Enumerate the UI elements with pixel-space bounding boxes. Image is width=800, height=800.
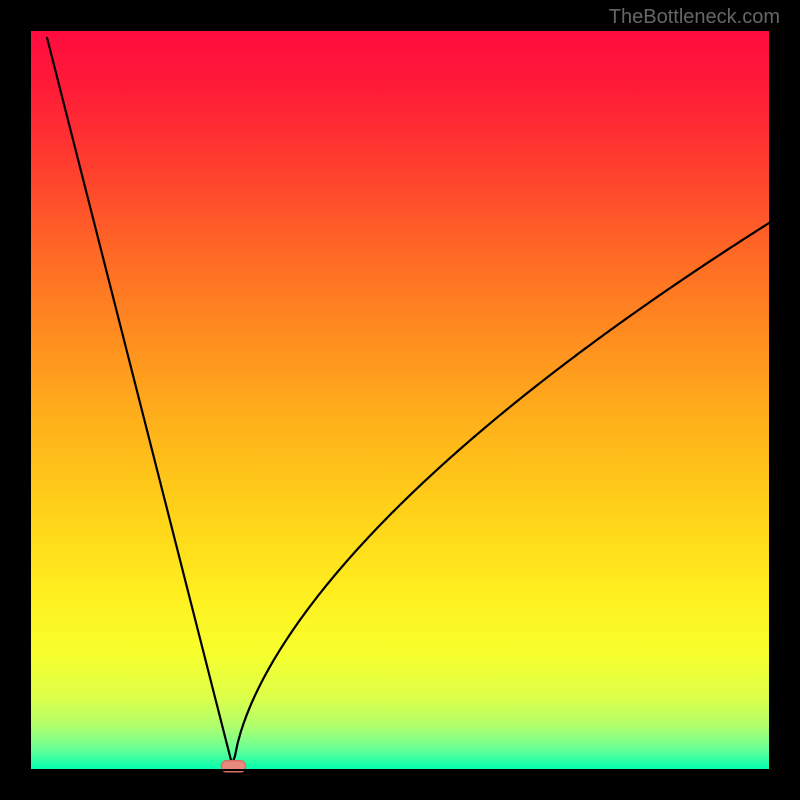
- bottleneck-chart: [0, 0, 800, 800]
- gradient-background: [30, 30, 770, 770]
- chart-container: TheBottleneck.com: [0, 0, 800, 800]
- plot-area: [30, 30, 770, 772]
- watermark-text: TheBottleneck.com: [609, 6, 780, 29]
